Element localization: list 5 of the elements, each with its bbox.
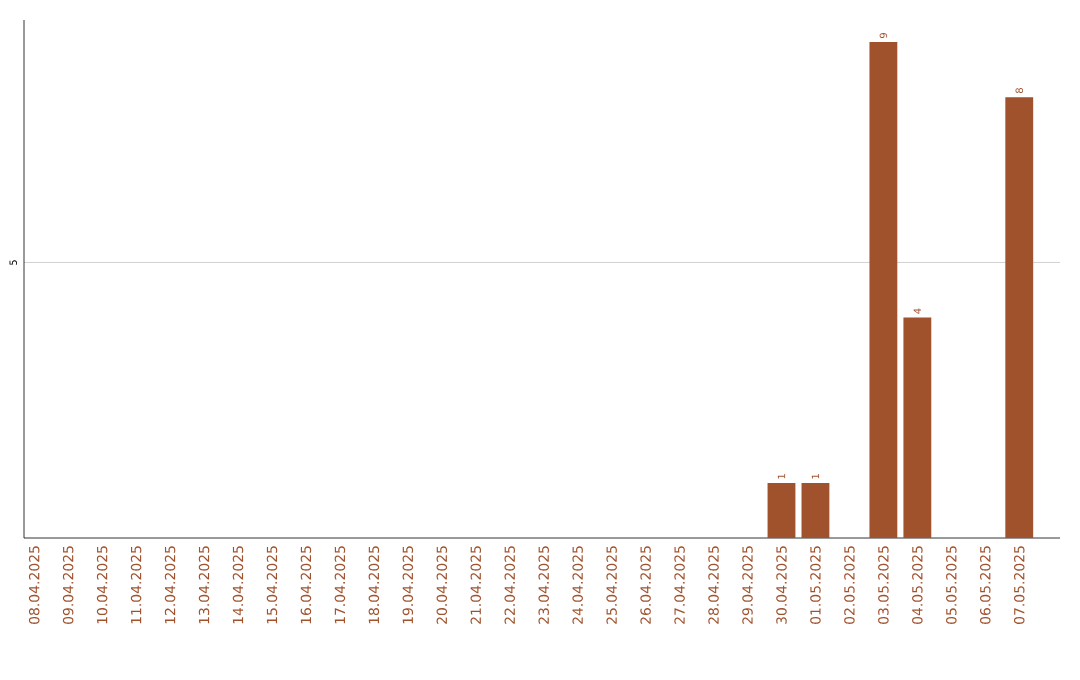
bar	[869, 42, 898, 538]
bar	[1005, 97, 1034, 538]
bar	[767, 482, 796, 538]
bar	[801, 482, 830, 538]
bar	[903, 317, 932, 538]
